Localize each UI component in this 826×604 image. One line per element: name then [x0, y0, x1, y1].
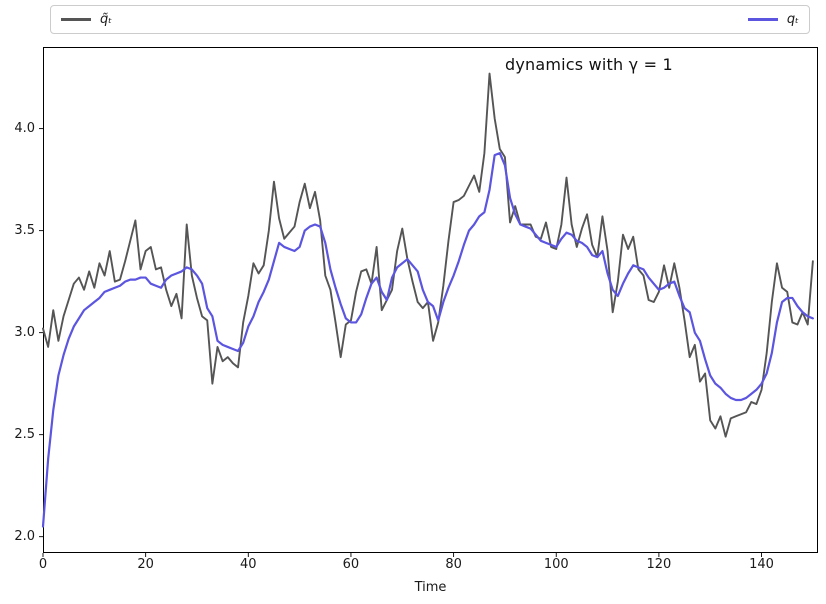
x-tick-label: 60 [342, 557, 360, 572]
qtilde-line [42, 72, 814, 438]
q-legend-label: qₜ [786, 12, 799, 27]
x-tick-label: 100 [543, 557, 569, 572]
x-tick-label: 40 [240, 557, 257, 572]
plot-border [43, 47, 818, 553]
x-tick-label: 20 [137, 557, 154, 572]
y-tick-label: 2.0 [14, 528, 35, 544]
legend-item-q: qₜ [747, 12, 799, 27]
y-tick-label: 3.5 [14, 222, 35, 238]
legend-item-qtilde: q̃ₜ [61, 13, 112, 26]
x-tick-label: 140 [749, 557, 774, 572]
y-tick-label: 3.0 [14, 324, 35, 340]
q-line-swatch [747, 18, 778, 21]
qtilde-line-swatch [61, 18, 91, 21]
y-tick-label: 2.5 [14, 426, 35, 442]
x-tick-label: 80 [445, 557, 462, 572]
qtilde-legend-label: q̃ₜ [100, 12, 113, 27]
x-axis-label: Time [414, 580, 447, 595]
plot-annotation: dynamics with γ = 1 [505, 55, 673, 74]
x-tick-label: 0 [38, 557, 48, 572]
x-tick-label: 120 [646, 557, 672, 572]
y-tick-label: 4.0 [14, 120, 35, 136]
q-line [41, 152, 814, 528]
legend: q̃ₜ qₜ [50, 5, 810, 34]
